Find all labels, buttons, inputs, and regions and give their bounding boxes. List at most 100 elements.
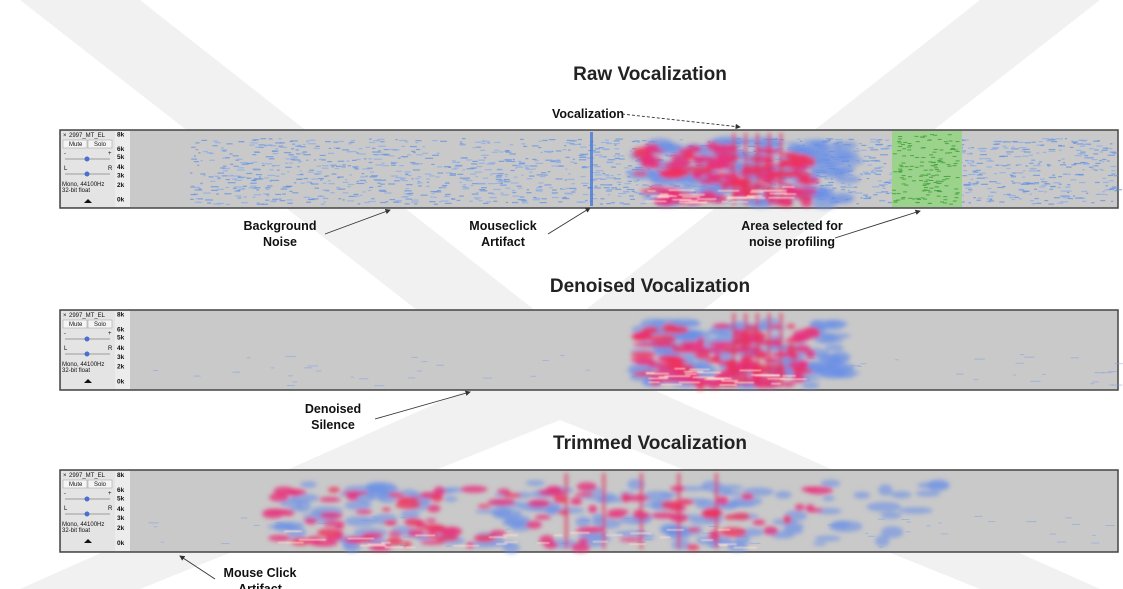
noise-speck <box>1093 153 1098 154</box>
vocal-red <box>571 542 590 552</box>
noise-speck <box>848 185 851 186</box>
noise-speck <box>289 191 292 192</box>
noise-speck <box>1025 165 1027 166</box>
noise-speck <box>596 170 604 171</box>
noise-speck <box>564 196 566 197</box>
noise-speck <box>277 170 280 171</box>
faint-speck <box>292 381 297 382</box>
vocal-blue <box>822 495 834 501</box>
faint-speck <box>1103 372 1113 373</box>
noise-speck <box>494 142 500 143</box>
noise-speck <box>481 155 488 156</box>
noise-speck <box>253 168 260 169</box>
noise-speck <box>1058 187 1061 188</box>
freq-label: 0k <box>117 378 125 385</box>
noise-speck <box>322 168 328 169</box>
noise-speck <box>524 165 529 166</box>
noise-speck <box>278 138 282 139</box>
vocal-red <box>793 371 803 378</box>
gain-knob[interactable] <box>85 497 90 502</box>
noise-speck <box>240 162 247 163</box>
noise-speck <box>556 178 563 179</box>
noise-speck <box>326 175 329 176</box>
noise-speck <box>1015 197 1019 198</box>
noise-speck <box>872 170 877 171</box>
freq-label: 5k <box>117 335 125 342</box>
noise-speck <box>476 176 478 177</box>
noise-speck <box>522 202 528 203</box>
noise-speck <box>848 192 853 193</box>
selection-speck <box>931 175 935 176</box>
noise-speck <box>417 176 421 177</box>
noise-speck <box>627 189 635 190</box>
vocal-red <box>806 486 833 494</box>
vocal-red <box>733 178 754 185</box>
vocal-blue <box>273 522 294 531</box>
noise-speck <box>226 179 230 180</box>
faint-speck <box>148 522 158 523</box>
noise-speck <box>882 185 885 186</box>
selection-speck <box>902 183 906 184</box>
pan-knob[interactable] <box>85 512 90 517</box>
noise-speck <box>1022 177 1025 178</box>
noise-speck <box>976 181 979 182</box>
selection-speck <box>908 169 912 170</box>
noise-speck <box>1006 168 1010 169</box>
gain-knob[interactable] <box>85 337 90 342</box>
noise-speck <box>338 141 343 142</box>
annotation: Noise <box>263 235 297 249</box>
noise-speck <box>1052 138 1054 139</box>
noise-speck <box>889 180 892 181</box>
noise-speck <box>505 176 507 177</box>
noise-speck <box>227 143 233 144</box>
freq-label: 3k <box>117 515 125 522</box>
selection-speck <box>932 152 936 153</box>
noise-speck <box>353 194 358 195</box>
noise-speck <box>226 204 230 205</box>
selection-speck <box>934 164 938 165</box>
faint-speck <box>1071 357 1079 358</box>
noise-speck <box>314 174 319 175</box>
noise-speck <box>1105 194 1107 195</box>
noise-speck <box>365 182 367 183</box>
noise-speck <box>481 143 485 144</box>
noise-speck <box>1097 140 1100 141</box>
selection-speck <box>937 196 941 197</box>
noise-speck <box>190 199 194 200</box>
selection-speck <box>926 194 930 195</box>
faint-speck <box>974 379 979 380</box>
noise-speck <box>1109 180 1114 181</box>
noise-speck <box>882 184 888 185</box>
harmonic <box>721 380 738 381</box>
noise-speck <box>475 142 482 143</box>
pan-knob[interactable] <box>85 352 90 357</box>
pan-knob[interactable] <box>85 172 90 177</box>
harmonic <box>645 201 666 202</box>
noise-speck <box>264 177 269 178</box>
vocal-stripe <box>602 473 605 549</box>
vocal-red <box>644 149 665 153</box>
noise-speck <box>254 194 261 195</box>
faint-speck <box>374 385 384 386</box>
selection-speck <box>929 180 933 181</box>
noise-speck <box>411 178 413 179</box>
vocal-stripe <box>779 133 782 205</box>
faint-speck <box>417 371 422 372</box>
noise-speck <box>770 184 776 185</box>
noise-speck <box>611 166 615 167</box>
freq-label: 4k <box>117 164 125 171</box>
noise-speck <box>463 184 466 185</box>
vocal-red <box>344 536 365 543</box>
noise-speck <box>1021 184 1029 185</box>
noise-speck <box>1044 191 1047 192</box>
gain-knob[interactable] <box>85 157 90 162</box>
selection-speck <box>920 165 924 166</box>
noise-speck <box>427 182 429 183</box>
noise-speck <box>479 183 486 184</box>
noise-speck <box>425 158 433 159</box>
noise-speck <box>1039 186 1045 187</box>
selection-speck <box>928 161 932 162</box>
noise-speck <box>593 198 598 199</box>
noise-speck <box>280 142 285 143</box>
noise-speck <box>966 160 974 161</box>
